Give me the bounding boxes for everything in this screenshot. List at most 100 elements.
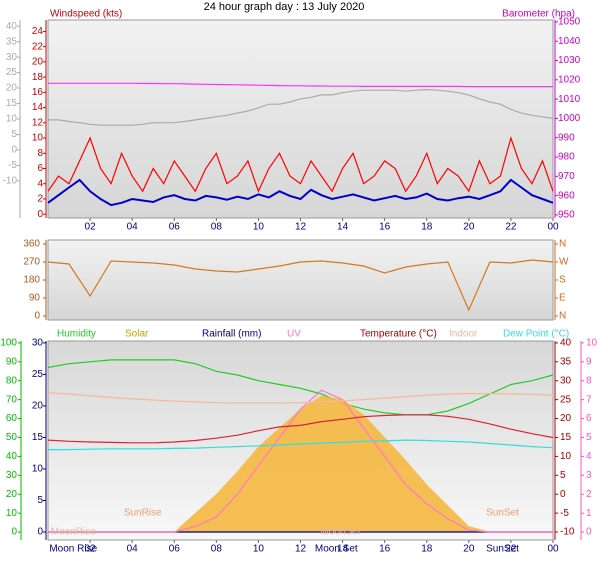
y-tick-label: -5 [560,508,569,519]
y-tick-label: W [559,257,569,268]
y-tick-label: 30 [6,52,18,63]
y-tick-label: 2 [37,194,43,205]
y-tick-label: 970 [558,171,575,182]
y-tick-label: 50 [6,432,18,443]
x-tick-label: 18 [421,222,433,233]
y-tick-label: 1050 [558,17,581,28]
y-tick-label: 25 [560,394,572,405]
x-tick-label: 06 [169,544,181,555]
y-tick-label: 20 [32,401,44,412]
axis-label: Barometer (hpa) [502,9,575,20]
x-tick-label: 04 [127,222,139,233]
x-tick-label: 14 [337,222,349,233]
y-tick-label: 6 [37,163,43,174]
y-tick-label: 8 [586,375,592,386]
line [48,82,553,88]
y-tick-label: 20 [6,83,18,94]
y-tick-label: 10 [560,451,572,462]
y-tick-label: 0 [37,527,43,538]
x-tick-label: 00 [547,222,559,233]
y-tick-label: 1 [586,508,592,519]
x-tick-label: 12 [295,544,307,555]
y-tick-label: 14 [32,102,44,113]
x-tick-label: 08 [211,222,223,233]
event-label: SunSet [486,544,519,555]
legend-entry: Humidity [57,329,96,340]
y-tick-label: 0 [11,145,17,156]
line [48,88,554,126]
y-tick-label: 1040 [558,36,581,47]
legend-entry: Indoor [449,329,478,340]
line [47,135,554,193]
y-tick-label: 2 [586,489,592,500]
y-tick-label: 0 [37,209,43,220]
legend-entry: UV [287,329,301,340]
y-tick-label: -5 [8,160,17,171]
y-tick-label: 90 [6,356,18,367]
y-tick-label: 100 [0,338,17,349]
y-tick-label: 22 [32,41,44,52]
page-title: 24 hour graph day : 13 July 2020 [204,1,365,13]
y-tick-label: 1020 [558,74,581,85]
legend-entry: Dew Point (°C) [503,329,569,340]
x-tick-label: 20 [463,544,475,555]
y-tick-label: 990 [558,132,575,143]
plot-area [47,239,554,321]
y-tick-label: N [559,239,566,250]
y-tick-label: 35 [6,36,18,47]
moon-annotation: MoonRise [51,527,96,538]
x-tick-label: 18 [421,544,433,555]
y-tick-label: 20 [6,489,18,500]
y-tick-label: 40 [6,451,18,462]
y-tick-label: 0 [34,311,40,322]
y-tick-label: 10 [6,508,18,519]
y-tick-label: 10 [32,133,44,144]
y-tick-label: 3 [586,470,592,481]
plot-area [47,19,554,219]
y-tick-label: 10 [586,338,598,349]
y-tick-label: 4 [37,178,43,189]
x-tick-label: 02 [85,544,97,555]
y-tick-label: 40 [6,21,18,32]
event-label: Moon Rise [49,544,97,555]
sun-annotation: SunRise [124,508,162,519]
y-tick-label: 4 [586,451,592,462]
y-tick-label: 24 [32,26,44,37]
y-tick-label: 950 [558,210,575,221]
y-tick-label: 1010 [558,94,581,105]
sun-annotation: SunSet [486,508,519,519]
y-tick-label: 0 [560,489,566,500]
x-tick-label: 12 [295,222,307,233]
y-tick-label: 12 [32,117,44,128]
x-tick-label: 06 [169,222,181,233]
y-tick-label: 25 [32,369,44,380]
y-tick-label: 30 [32,338,44,349]
y-tick-label: 10 [32,464,44,475]
y-tick-label: 0 [11,527,17,538]
y-tick-label: E [559,293,566,304]
y-tick-label: 30 [6,470,18,481]
y-tick-label: 980 [558,152,575,163]
line [48,439,554,451]
x-tick-label: 22 [505,222,517,233]
y-tick-label: 40 [560,338,572,349]
x-tick-label: 20 [463,222,475,233]
line [47,392,554,404]
moon-annotation: MoonSet [320,527,360,538]
x-tick-label: 10 [253,222,265,233]
y-tick-label: S [559,275,566,286]
x-tick-label: 10 [253,544,265,555]
y-tick-label: 1000 [558,113,581,124]
y-tick-label: 7 [586,394,592,405]
y-tick-label: 360 [23,239,40,250]
line [47,178,554,207]
x-tick-label: 02 [85,222,97,233]
x-tick-label: 08 [211,544,223,555]
x-tick-label: 22 [505,544,517,555]
y-tick-label: 60 [6,413,18,424]
y-tick-label: 180 [23,275,40,286]
line [47,359,554,416]
y-tick-label: 5 [586,432,592,443]
y-tick-label: 80 [6,375,18,386]
